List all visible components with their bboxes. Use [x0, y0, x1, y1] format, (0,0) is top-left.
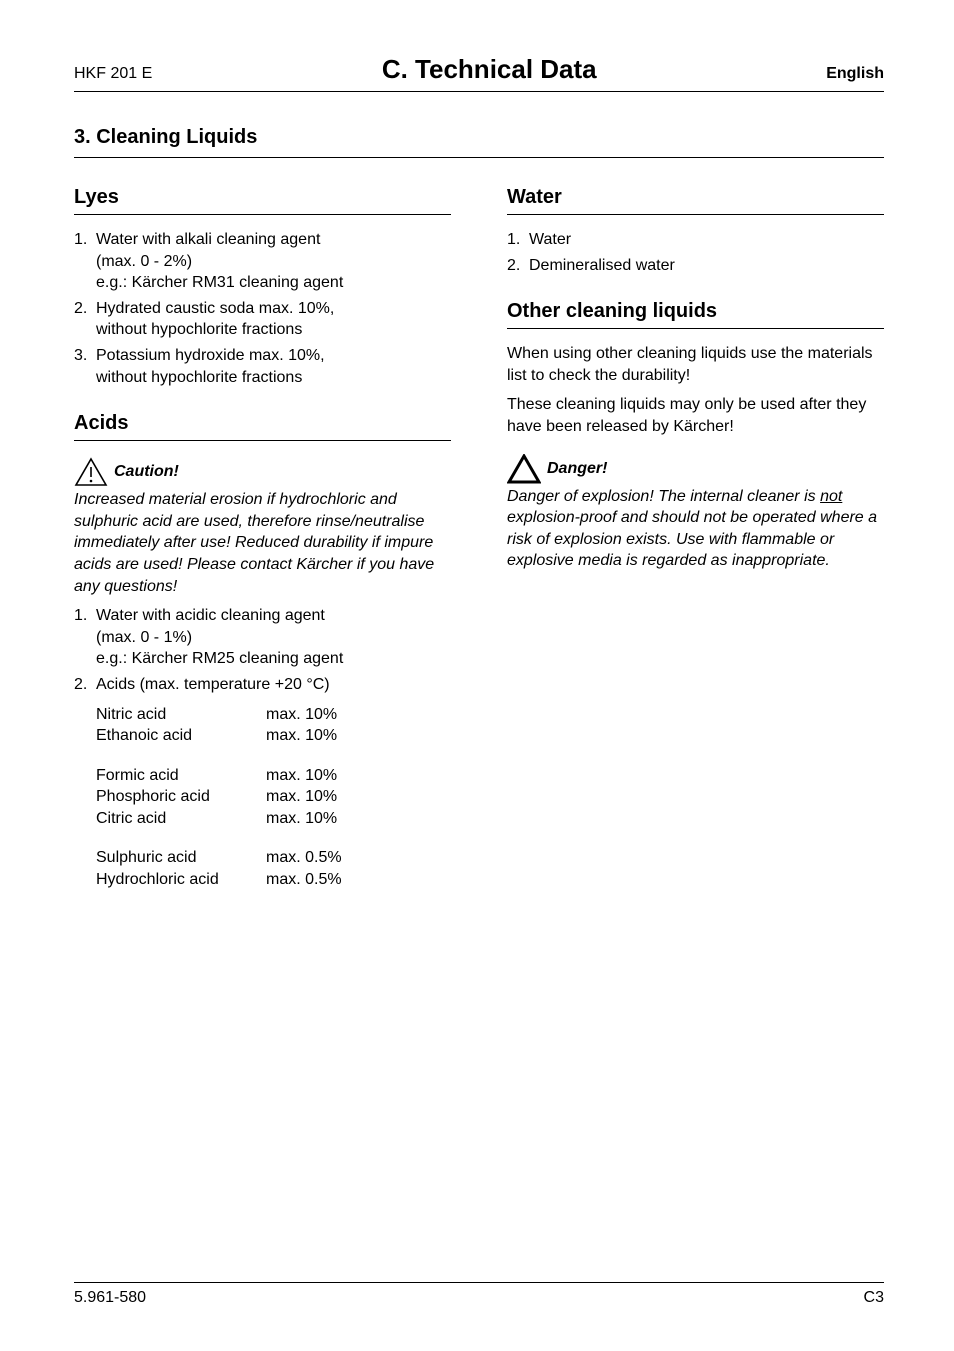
footer-left: 5.961-580 — [74, 1289, 146, 1307]
caution-row: Caution! — [74, 457, 451, 487]
list-item: 1. Water with alkali cleaning agent (max… — [74, 229, 451, 294]
left-column: Lyes 1. Water with alkali cleaning agent… — [74, 186, 451, 891]
item-number: 2. — [74, 298, 96, 341]
page-footer: 5.961-580 C3 — [74, 1282, 884, 1307]
list-item: 2. Hydrated caustic soda max. 10%, witho… — [74, 298, 451, 341]
item-number: 3. — [74, 345, 96, 388]
other-heading: Other cleaning liquids — [507, 300, 884, 329]
item-number: 1. — [74, 229, 96, 294]
list-item: 2. Acids (max. temperature +20 °C) — [74, 674, 451, 696]
lyes-heading: Lyes — [74, 186, 451, 215]
caution-text: Increased material erosion if hydrochlor… — [74, 489, 451, 597]
section-title: 3. Cleaning Liquids — [74, 126, 884, 158]
item-text: Water with alkali cleaning agent (max. 0… — [96, 229, 451, 294]
table-row: Sulphuric acidmax. 0.5% — [96, 847, 451, 869]
item-number: 2. — [74, 674, 96, 696]
table-row: Formic acidmax. 10% — [96, 765, 451, 787]
other-para-2: These cleaning liquids may only be used … — [507, 394, 884, 437]
caution-label: Caution! — [114, 463, 179, 481]
table-row: Nitric acidmax. 10% — [96, 704, 451, 726]
list-item: 2. Demineralised water — [507, 255, 884, 277]
header-left: HKF 201 E — [74, 65, 152, 83]
table-row: Hydrochloric acidmax. 0.5% — [96, 869, 451, 891]
lyes-list: 1. Water with alkali cleaning agent (max… — [74, 229, 451, 388]
item-text: Water — [529, 229, 884, 251]
item-number: 2. — [507, 255, 529, 277]
water-list: 1. Water 2. Demineralised water — [507, 229, 884, 276]
acid-table: Nitric acidmax. 10% Ethanoic acidmax. 10… — [96, 704, 451, 891]
item-text: Demineralised water — [529, 255, 884, 277]
danger-icon — [507, 454, 541, 484]
right-column: Water 1. Water 2. Demineralised water Ot… — [507, 186, 884, 891]
danger-label: Danger! — [547, 460, 607, 478]
caution-icon — [74, 457, 108, 487]
table-row: Ethanoic acidmax. 10% — [96, 725, 451, 747]
item-number: 1. — [507, 229, 529, 251]
item-text: Potassium hydroxide max. 10%, without hy… — [96, 345, 451, 388]
item-text: Acids (max. temperature +20 °C) — [96, 674, 451, 696]
acids-list: 1. Water with acidic cleaning agent (max… — [74, 605, 451, 695]
footer-right: C3 — [864, 1289, 884, 1307]
danger-text: Danger of explosion! The internal cleane… — [507, 486, 884, 572]
table-row: Citric acidmax. 10% — [96, 808, 451, 830]
page-header: HKF 201 E C. Technical Data English — [74, 54, 884, 92]
item-text: Hydrated caustic soda max. 10%, without … — [96, 298, 451, 341]
acids-heading: Acids — [74, 412, 451, 441]
table-row: Phosphoric acidmax. 10% — [96, 786, 451, 808]
list-item: 1. Water — [507, 229, 884, 251]
item-text: Water with acidic cleaning agent (max. 0… — [96, 605, 451, 670]
header-center: C. Technical Data — [382, 54, 597, 85]
item-number: 1. — [74, 605, 96, 670]
list-item: 1. Water with acidic cleaning agent (max… — [74, 605, 451, 670]
danger-row: Danger! — [507, 454, 884, 484]
water-heading: Water — [507, 186, 884, 215]
other-para-1: When using other cleaning liquids use th… — [507, 343, 884, 386]
header-right: English — [826, 65, 884, 83]
list-item: 3. Potassium hydroxide max. 10%, without… — [74, 345, 451, 388]
